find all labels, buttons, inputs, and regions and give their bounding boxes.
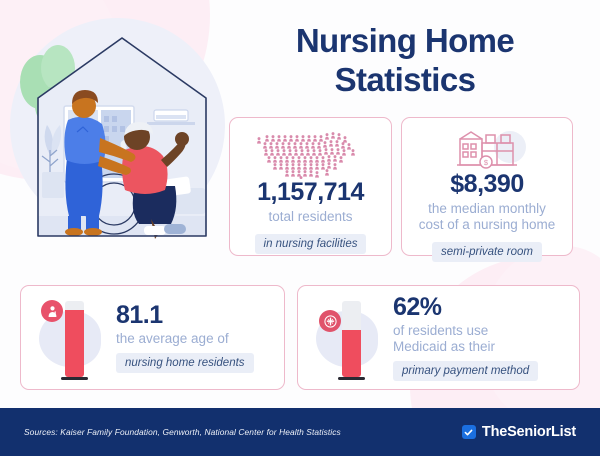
- stat-label-medicaid-line-2: Medicaid as their: [393, 339, 496, 355]
- stat-label-total-residents: total residents: [268, 209, 353, 225]
- bar-tube-track: [65, 301, 84, 377]
- stat-value-median-cost: $8,390: [450, 170, 524, 198]
- stat-label-average-age: the average age of: [116, 331, 229, 347]
- stat-value-average-age: 81.1: [116, 300, 163, 329]
- nursing-home-building-icon: $: [402, 127, 572, 171]
- brand-logo[interactable]: TheSeniorList: [461, 424, 576, 440]
- page-title-line-2: Statistics: [334, 60, 476, 98]
- medical-cross-badge-icon: [319, 310, 341, 332]
- hero-illustration: [4, 20, 219, 270]
- stat-label-median-cost-line-1: the median monthly: [428, 201, 546, 217]
- stat-card-median-monthly-cost: $ $8,390 the median monthly cost of a nu…: [401, 117, 573, 262]
- page-title-line-1: Nursing Home: [295, 22, 515, 59]
- svg-text:$: $: [484, 158, 489, 167]
- stat-tag-total-residents: in nursing facilities: [254, 234, 367, 255]
- bar-base: [338, 377, 365, 380]
- stat-card-total-residents: 1,157,714 total residents in nursing fac…: [229, 117, 392, 256]
- bar-tube-track: [342, 301, 361, 377]
- stat-label-median-cost-line-2: cost of a nursing home: [418, 217, 556, 233]
- stat-card-average-age: 81.1 the average age of nursing home res…: [20, 285, 285, 390]
- senior-person-badge-icon: [41, 300, 63, 322]
- nurse: [64, 90, 136, 236]
- stat-value-total-residents: 1,157,714: [257, 178, 364, 206]
- bar-tube-fill: [342, 329, 361, 377]
- stat-value-medicaid: 62%: [393, 292, 442, 321]
- us-map-people-icon: [255, 127, 367, 179]
- footer-bar: Sources: Kaiser Family Foundation, Genwo…: [0, 408, 600, 456]
- bar-base: [61, 377, 88, 380]
- page-title: Nursing Home Statistics: [225, 22, 585, 100]
- medicaid-bar-visual: [298, 286, 393, 389]
- average-age-bar-visual: [21, 286, 116, 389]
- bar-tube-fill: [65, 310, 84, 377]
- stat-label-medicaid-line-1: of residents use: [393, 322, 489, 338]
- stat-tag-median-cost: semi-private room: [431, 241, 543, 262]
- brand-logo-text: TheSeniorList: [481, 424, 576, 440]
- stat-tag-medicaid: primary payment method: [393, 361, 539, 382]
- potted-plant: [41, 125, 64, 198]
- stat-tag-average-age: nursing home residents: [116, 353, 254, 374]
- check-badge-icon: [461, 425, 476, 439]
- sources-text: Sources: Kaiser Family Foundation, Genwo…: [24, 427, 341, 437]
- stat-card-medicaid-share: 62% of residents use Medicaid as their p…: [297, 285, 580, 390]
